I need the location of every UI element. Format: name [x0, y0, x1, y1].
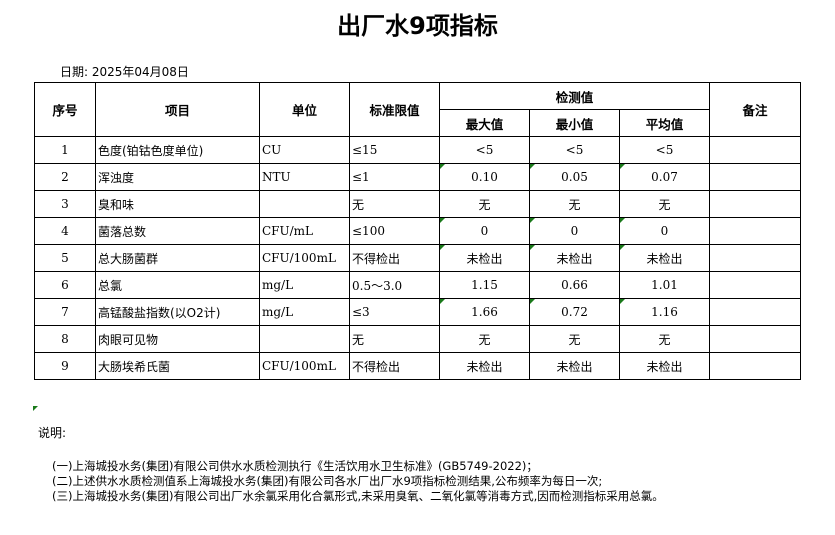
cell-item: 浑浊度: [95, 163, 260, 191]
cell-avg: 无: [619, 325, 710, 353]
cell-no: 5: [34, 244, 96, 272]
cell-min: 0.66: [529, 271, 620, 299]
cell-item: 肉眼可见物: [95, 325, 260, 353]
cell-item: 高锰酸盐指数(以O2计): [95, 298, 260, 326]
table-row: 5 总大肠菌群 CFU/100mL 不得检出 未检出 未检出 未检出: [34, 244, 801, 272]
header-avg: 平均值: [619, 109, 710, 137]
note-2: (二)上述供水水质检测值系上海城投水务(集团)有限公司各水厂出厂水9项指标检测结…: [52, 474, 603, 488]
cell-max: 0: [439, 217, 530, 245]
cell-remark: [709, 352, 801, 380]
cell-avg: 无: [619, 190, 710, 218]
cell-marker: [33, 406, 38, 411]
cell-unit: mg/L: [259, 271, 350, 299]
cell-limit: 不得检出: [349, 352, 440, 380]
table-row: 3 臭和味无无无无: [34, 190, 801, 218]
cell-min: 0.05: [529, 163, 620, 191]
cell-max: 0.10: [439, 163, 530, 191]
cell-limit: ≤100: [349, 217, 440, 245]
cell-avg: 1.01: [619, 271, 710, 299]
cell-avg: 0.07: [619, 163, 710, 191]
cell-no: 7: [34, 298, 96, 326]
page-title: 出厂水9项指标: [337, 12, 498, 40]
cell-unit: CFU/mL: [259, 217, 350, 245]
cell-remark: [709, 163, 801, 191]
cell-limit: ≤15: [349, 136, 440, 164]
cell-min: 无: [529, 325, 620, 353]
cell-max: 无: [439, 190, 530, 218]
note-3: (三)上海城投水务(集团)有限公司出厂水余氯采用化合氯形式,未采用臭氧、二氧化氯…: [52, 489, 664, 503]
cell-max: 无: [439, 325, 530, 353]
cell-limit: ≤3: [349, 298, 440, 326]
cell-item: 总大肠菌群: [95, 244, 260, 272]
cell-unit: CU: [259, 136, 350, 164]
cell-limit: 无: [349, 190, 440, 218]
cell-min: 未检出: [529, 244, 620, 272]
table-row: 8 肉眼可见物无无无无: [34, 325, 801, 353]
cell-no: 2: [34, 163, 96, 191]
table-row: 2 浑浊度 NTU ≤1 0.10 0.05 0.07: [34, 163, 801, 191]
cell-limit: 0.5～3.0: [349, 271, 440, 299]
cell-unit: mg/L: [259, 298, 350, 326]
header-min: 最小值: [529, 109, 620, 137]
cell-avg: 未检出: [619, 352, 710, 380]
cell-min: 未检出: [529, 352, 620, 380]
table-row: 7 高锰酸盐指数(以O2计) mg/L ≤3 1.66 0.72 1.16: [34, 298, 801, 326]
cell-no: 6: [34, 271, 96, 299]
cell-remark: [709, 136, 801, 164]
cell-unit: NTU: [259, 163, 350, 191]
cell-avg: 1.16: [619, 298, 710, 326]
cell-unit: CFU/100mL: [259, 352, 350, 380]
cell-no: 3: [34, 190, 96, 218]
cell-avg: 未检出: [619, 244, 710, 272]
notes-label: 说明:: [38, 426, 67, 440]
cell-no: 1: [34, 136, 96, 164]
report-date: 日期: 2025年04月08日: [60, 65, 189, 79]
cell-limit: 无: [349, 325, 440, 353]
cell-min: 0.72: [529, 298, 620, 326]
water-quality-table: 序号 项目 单位 标准限值 检测值 备注 最大值 最小值 平均值 1 色度(铂钴色…: [34, 82, 801, 380]
cell-max: 未检出: [439, 352, 530, 380]
header-unit: 单位: [259, 82, 350, 137]
cell-remark: [709, 271, 801, 299]
cell-unit: [259, 190, 350, 218]
cell-no: 4: [34, 217, 96, 245]
cell-item: 菌落总数: [95, 217, 260, 245]
cell-limit: ≤1: [349, 163, 440, 191]
header-max: 最大值: [439, 109, 530, 137]
header-item: 项目: [95, 82, 260, 137]
cell-min: <5: [529, 136, 620, 164]
cell-remark: [709, 217, 801, 245]
cell-unit: CFU/100mL: [259, 244, 350, 272]
cell-avg: 0: [619, 217, 710, 245]
header-limit: 标准限值: [349, 82, 440, 137]
cell-remark: [709, 190, 801, 218]
cell-min: 0: [529, 217, 620, 245]
header-remark: 备注: [709, 82, 801, 137]
cell-max: 1.15: [439, 271, 530, 299]
cell-max: 未检出: [439, 244, 530, 272]
cell-item: 总氯: [95, 271, 260, 299]
cell-remark: [709, 244, 801, 272]
cell-no: 8: [34, 325, 96, 353]
cell-avg: <5: [619, 136, 710, 164]
cell-unit: [259, 325, 350, 353]
cell-no: 9: [34, 352, 96, 380]
table-row: 6 总氯 mg/L 0.5～3.0 1.15 0.66 1.01: [34, 271, 801, 299]
cell-item: 大肠埃希氏菌: [95, 352, 260, 380]
table-row: 9 大肠埃希氏菌 CFU/100mL 不得检出 未检出 未检出 未检出: [34, 352, 801, 380]
header-no: 序号: [34, 82, 96, 137]
cell-max: <5: [439, 136, 530, 164]
cell-item: 色度(铂钴色度单位): [95, 136, 260, 164]
note-1: (一)上海城投水务(集团)有限公司供水水质检测执行《生活饮用水卫生标准》(GB5…: [52, 459, 538, 473]
cell-max: 1.66: [439, 298, 530, 326]
cell-remark: [709, 298, 801, 326]
table-row: 4 菌落总数 CFU/mL ≤100 0 0 0: [34, 217, 801, 245]
cell-remark: [709, 325, 801, 353]
header-detect: 检测值: [439, 82, 710, 110]
table-row: 1 色度(铂钴色度单位) CU ≤15 <5 <5 <5: [34, 136, 801, 164]
cell-min: 无: [529, 190, 620, 218]
cell-limit: 不得检出: [349, 244, 440, 272]
cell-item: 臭和味: [95, 190, 260, 218]
